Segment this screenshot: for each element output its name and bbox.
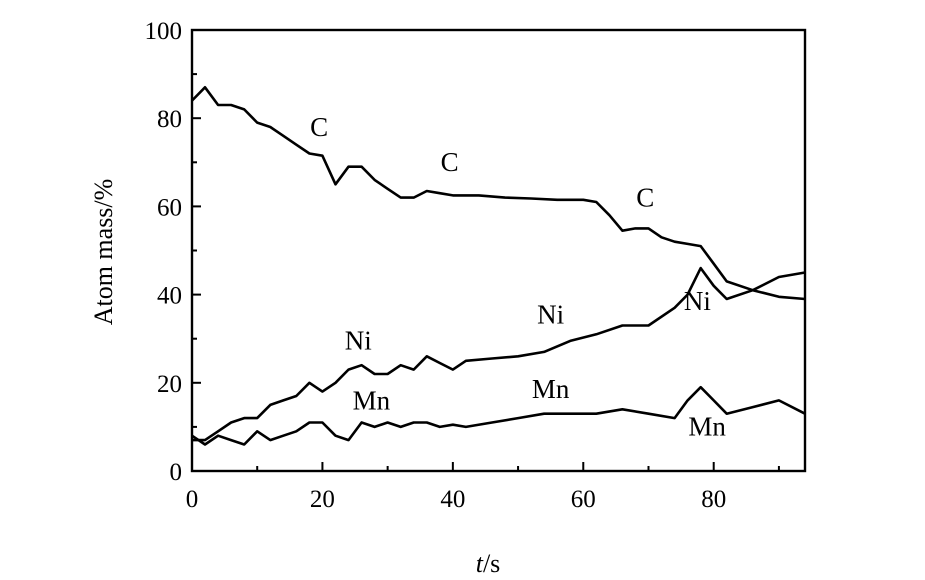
x-tick-label: 80 (701, 486, 726, 513)
series-label-mn: Mn (532, 374, 570, 404)
series-line-c (191, 86, 806, 301)
series-label-c: C (441, 147, 459, 177)
series-line-mn (191, 385, 806, 446)
x-tick-label: 0 (186, 486, 199, 513)
x-tick-label: 20 (310, 486, 335, 513)
series-label-mn: Mn (353, 385, 391, 415)
y-tick-label: 100 (145, 18, 183, 45)
y-tick-label: 60 (157, 194, 182, 221)
y-tick-label: 0 (170, 459, 183, 486)
x-axis-label-unit: /s (483, 549, 500, 578)
x-tick-label: 40 (440, 486, 465, 513)
y-axis-label: Atom mass/% (89, 179, 118, 326)
x-tick-label: 60 (571, 486, 596, 513)
y-tick-label: 40 (157, 283, 182, 310)
series-line-ni (192, 266, 806, 442)
plot-frame (190, 28, 807, 473)
axis-ticks (191, 29, 780, 472)
plot-area (191, 86, 806, 446)
x-axis-label: t/s (476, 549, 501, 578)
series-label-c: C (310, 112, 328, 142)
y-tick-label: 80 (157, 106, 182, 133)
series-label-ni: Ni (684, 286, 711, 316)
y-tick-label: 20 (157, 371, 182, 398)
series-label-mn: Mn (688, 412, 726, 442)
x-axis-label-symbol: t (476, 549, 484, 578)
series-annotations: C C C Ni Ni Ni Mn Mn Mn (310, 112, 726, 442)
series-label-ni: Ni (537, 299, 564, 329)
tick-labels: 0 20 40 60 80 0 20 40 60 80 100 (145, 18, 727, 513)
series-label-c: C (636, 182, 654, 212)
series-label-ni: Ni (345, 326, 372, 356)
